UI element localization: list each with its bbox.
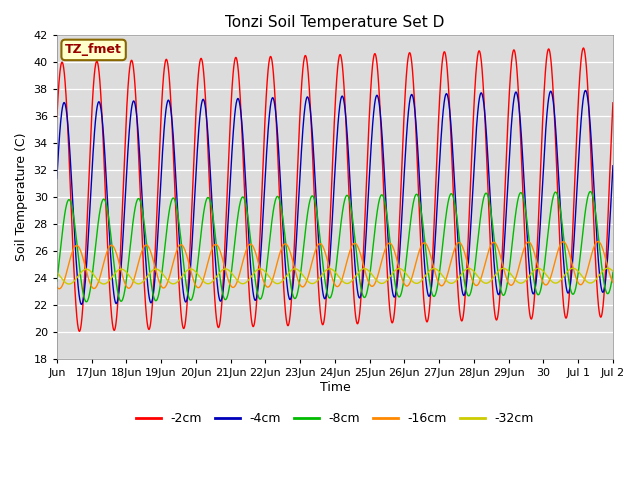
Line: -16cm: -16cm (57, 241, 613, 289)
-32cm (65, 281, 73, 287)
-16cm (609, 279, 617, 285)
Line: -32cm: -32cm (57, 268, 613, 284)
Title: Tonzi Soil Temperature Set D: Tonzi Soil Temperature Set D (225, 15, 445, 30)
-4cm (609, 163, 617, 168)
-2cm (502, 152, 510, 157)
-8cm (609, 270, 617, 276)
-4cm (602, 278, 609, 284)
-8cm (228, 259, 236, 264)
-4cm (582, 87, 589, 93)
-2cm (53, 115, 61, 121)
-32cm (53, 269, 61, 275)
-2cm (609, 100, 617, 106)
-16cm (109, 243, 116, 249)
-8cm (502, 285, 510, 291)
-16cm (602, 255, 609, 261)
-4cm (502, 205, 510, 211)
-16cm (594, 239, 602, 244)
-2cm (534, 231, 541, 237)
Line: -2cm: -2cm (57, 48, 613, 331)
-32cm (109, 274, 116, 279)
Text: TZ_fmet: TZ_fmet (65, 43, 122, 57)
-32cm (502, 266, 510, 272)
-2cm (580, 45, 588, 51)
-32cm (228, 272, 236, 277)
-16cm (228, 285, 236, 290)
-8cm (109, 249, 116, 254)
-4cm (53, 176, 61, 181)
-16cm (534, 263, 541, 269)
Y-axis label: Soil Temperature (C): Soil Temperature (C) (15, 133, 28, 262)
-32cm (369, 272, 376, 278)
-8cm (586, 189, 594, 194)
-4cm (534, 259, 541, 265)
Line: -4cm: -4cm (57, 90, 613, 304)
-8cm (602, 287, 609, 292)
Legend: -2cm, -4cm, -8cm, -16cm, -32cm: -2cm, -4cm, -8cm, -16cm, -32cm (131, 407, 539, 430)
-2cm (369, 63, 376, 69)
-32cm (609, 268, 617, 274)
-8cm (83, 299, 90, 305)
-4cm (109, 279, 116, 285)
-4cm (369, 124, 376, 130)
X-axis label: Time: Time (319, 381, 350, 394)
-2cm (76, 328, 83, 334)
-32cm (602, 266, 609, 272)
-32cm (534, 265, 541, 271)
-16cm (56, 286, 63, 292)
-32cm (604, 265, 611, 271)
-16cm (502, 275, 510, 281)
-2cm (109, 322, 116, 328)
-4cm (228, 139, 236, 144)
-4cm (77, 301, 85, 307)
-16cm (369, 283, 376, 289)
-8cm (369, 250, 376, 255)
-2cm (602, 269, 609, 275)
Line: -8cm: -8cm (57, 192, 613, 302)
-8cm (534, 292, 541, 298)
-16cm (53, 284, 61, 289)
-2cm (228, 77, 236, 83)
-8cm (53, 278, 61, 284)
